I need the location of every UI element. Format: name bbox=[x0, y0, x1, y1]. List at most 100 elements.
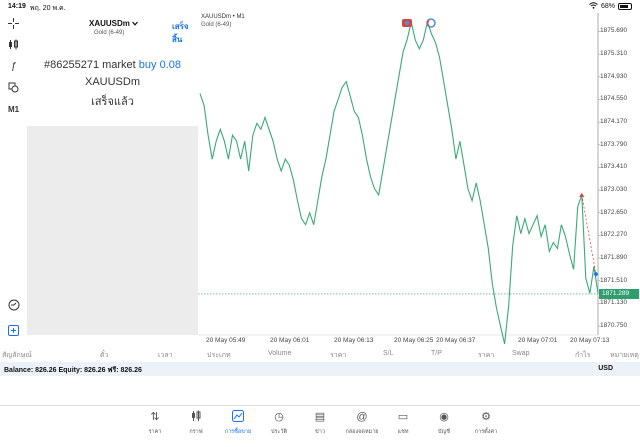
event-circle-accent bbox=[426, 19, 430, 27]
time-tick-label: 20 May 05:49 bbox=[206, 337, 246, 344]
price-tick-label: 1871.510 bbox=[600, 276, 628, 284]
symbol-name: XAUUSDm bbox=[89, 19, 130, 28]
candles-icon bbox=[176, 410, 216, 424]
price-tick-label: 1875.310 bbox=[600, 50, 628, 58]
nav-mailbox[interactable]: @ กล่องจดหมาย bbox=[342, 410, 382, 436]
price-tick-label: 1875.690 bbox=[600, 27, 628, 35]
price-series-line bbox=[199, 19, 599, 345]
price-tick-label: 1874.930 bbox=[600, 72, 628, 80]
buy-entry-marker bbox=[579, 192, 585, 197]
time-tick-label: 20 May 06:25 bbox=[394, 337, 434, 344]
column-header[interactable]: S/L bbox=[383, 350, 394, 357]
nav-label: ประวัติ bbox=[270, 429, 288, 435]
timeframe-button[interactable]: M1 bbox=[7, 104, 20, 114]
price-chart[interactable]: XAUUSDm • M1 Gold (6-49) 1875.690 1875.31… bbox=[198, 13, 640, 348]
nav-label: การตั้งค่า bbox=[474, 429, 498, 435]
nav-chat[interactable]: ▭ แชท bbox=[383, 410, 423, 436]
order-side: buy 0.08 bbox=[138, 59, 181, 71]
column-header[interactable]: ราคา bbox=[478, 352, 495, 359]
chart-title: XAUUSDm • M1 bbox=[201, 14, 245, 20]
price-tick-label: 1874.550 bbox=[600, 95, 628, 103]
column-header[interactable]: หมายเหตุ bbox=[610, 352, 639, 359]
nav-label: แชท bbox=[397, 429, 409, 435]
price-tick-label: 1873.410 bbox=[600, 163, 628, 171]
nav-trade[interactable]: การซื้อขาย bbox=[218, 410, 258, 436]
nav-label: ข่าว bbox=[315, 429, 325, 435]
nav-quotes[interactable]: ⇅ ราคา bbox=[135, 410, 175, 436]
nav-candles[interactable]: กราฟ bbox=[176, 410, 216, 436]
status-time: 14:19 bbox=[8, 3, 26, 10]
bottom-nav: ⇅ ราคา กราฟ การซื้อขาย ◷ ประวัติ ▤ ข่าว @ กล่องจด… bbox=[0, 405, 640, 447]
nav-account[interactable]: ◉ บัญชี bbox=[424, 410, 464, 436]
mailbox-icon: @ bbox=[356, 411, 368, 423]
column-header[interactable]: Volume bbox=[268, 350, 292, 357]
new-order-icon[interactable] bbox=[6, 323, 21, 337]
balance-currency: USD bbox=[598, 365, 613, 372]
balance-bar: Balance: 826.26 Equity: 826.26 ฟรี: 826.… bbox=[0, 362, 640, 376]
done-button[interactable]: เสร็จสิ้น bbox=[172, 22, 189, 44]
price-tick-label: 1871.890 bbox=[600, 254, 628, 262]
nav-label: กล่องจดหมาย bbox=[345, 429, 379, 435]
indicators-icon[interactable] bbox=[6, 37, 21, 51]
column-header[interactable]: เวลา bbox=[158, 352, 173, 359]
trade-link-line bbox=[581, 194, 597, 275]
price-tick-label: 1870.750 bbox=[600, 322, 628, 330]
chart-subtitle: Gold (6-49) bbox=[201, 22, 232, 28]
order-ticket: #86255271 market bbox=[44, 59, 136, 71]
nav-news[interactable]: ▤ ข่าว bbox=[300, 410, 340, 436]
column-header[interactable]: ราคา bbox=[330, 352, 347, 359]
column-header[interactable]: Swap bbox=[512, 350, 530, 357]
chart-toolbar: ƒ M1 bbox=[0, 13, 27, 343]
account-icon: ◉ bbox=[439, 411, 449, 423]
chevron-down-icon bbox=[132, 19, 139, 28]
time-tick-label: 20 May 06:37 bbox=[436, 337, 476, 344]
column-header[interactable]: T/P bbox=[431, 350, 442, 357]
price-tick-label: 1873.790 bbox=[600, 140, 628, 148]
order-panel: XAUUSDm Gold (6-49) เสร็จสิ้น #86255271 … bbox=[27, 13, 198, 126]
nav-history[interactable]: ◷ ประวัติ bbox=[259, 410, 299, 436]
price-tick-label: 1874.170 bbox=[600, 118, 628, 126]
function-icon[interactable]: ƒ bbox=[10, 60, 17, 72]
column-header[interactable]: กำไร bbox=[575, 352, 591, 359]
objects-icon[interactable] bbox=[6, 80, 21, 94]
current-price-tag: 1871.289 bbox=[599, 288, 639, 299]
nav-settings[interactable]: ⚙ การตั้งค่า bbox=[466, 410, 506, 436]
column-header[interactable]: ตั๋ว bbox=[100, 352, 109, 359]
price-tick-label: 1872.650 bbox=[600, 208, 628, 216]
symbol-subtitle: Gold (6-49) bbox=[94, 30, 125, 36]
time-tick-label: 20 May 07:13 bbox=[570, 337, 610, 344]
battery-icon bbox=[618, 3, 632, 10]
price-tick-label: 1872.270 bbox=[600, 231, 628, 239]
price-tick-label: 1871.130 bbox=[600, 299, 628, 307]
balance-text: Balance: 826.26 Equity: 826.26 ฟรี: 826.… bbox=[4, 367, 142, 374]
status-date: พฤ. 20 พ.ค. bbox=[30, 5, 66, 12]
status-bar: 14:19 พฤ. 20 พ.ค. 68% bbox=[0, 0, 640, 13]
time-tick-label: 20 May 07:01 bbox=[518, 337, 558, 344]
crosshair-icon[interactable] bbox=[6, 16, 21, 30]
order-summary: #86255271 market buy 0.08 bbox=[27, 59, 198, 71]
event-dot-icon bbox=[404, 20, 410, 26]
quotes-icon: ⇅ bbox=[150, 411, 160, 423]
price-tick-label: 1873.030 bbox=[600, 186, 628, 194]
nav-label: บัญชี bbox=[438, 429, 450, 435]
order-panel-background bbox=[27, 126, 198, 335]
status-right: 68% bbox=[589, 2, 632, 11]
trade-table-header: สัญลักษณ์ ตั๋ว เวลา ประเภท Volume ราคา S/L T/P ร… bbox=[0, 348, 640, 361]
history-icon: ◷ bbox=[274, 411, 284, 423]
column-header[interactable]: สัญลักษณ์ bbox=[2, 352, 32, 359]
news-icon: ▤ bbox=[314, 411, 326, 423]
symbol-selector[interactable]: XAUUSDm bbox=[89, 19, 139, 28]
nav-label: กราฟ bbox=[189, 429, 203, 435]
column-header[interactable]: ประเภท bbox=[207, 352, 231, 359]
time-tick-label: 20 May 06:13 bbox=[334, 337, 374, 344]
chart-plot[interactable] bbox=[198, 13, 640, 348]
trade-exit-marker bbox=[593, 271, 599, 277]
chat-icon: ▭ bbox=[397, 411, 409, 423]
order-status: เสร็จแล้ว bbox=[91, 96, 134, 108]
zoom-icon[interactable] bbox=[6, 298, 21, 312]
settings-icon: ⚙ bbox=[481, 411, 491, 423]
nav-label: การซื้อขาย bbox=[224, 429, 252, 435]
trade-icon bbox=[218, 410, 258, 424]
order-symbol: XAUUSDm bbox=[84, 76, 140, 88]
wifi-icon bbox=[589, 2, 598, 11]
